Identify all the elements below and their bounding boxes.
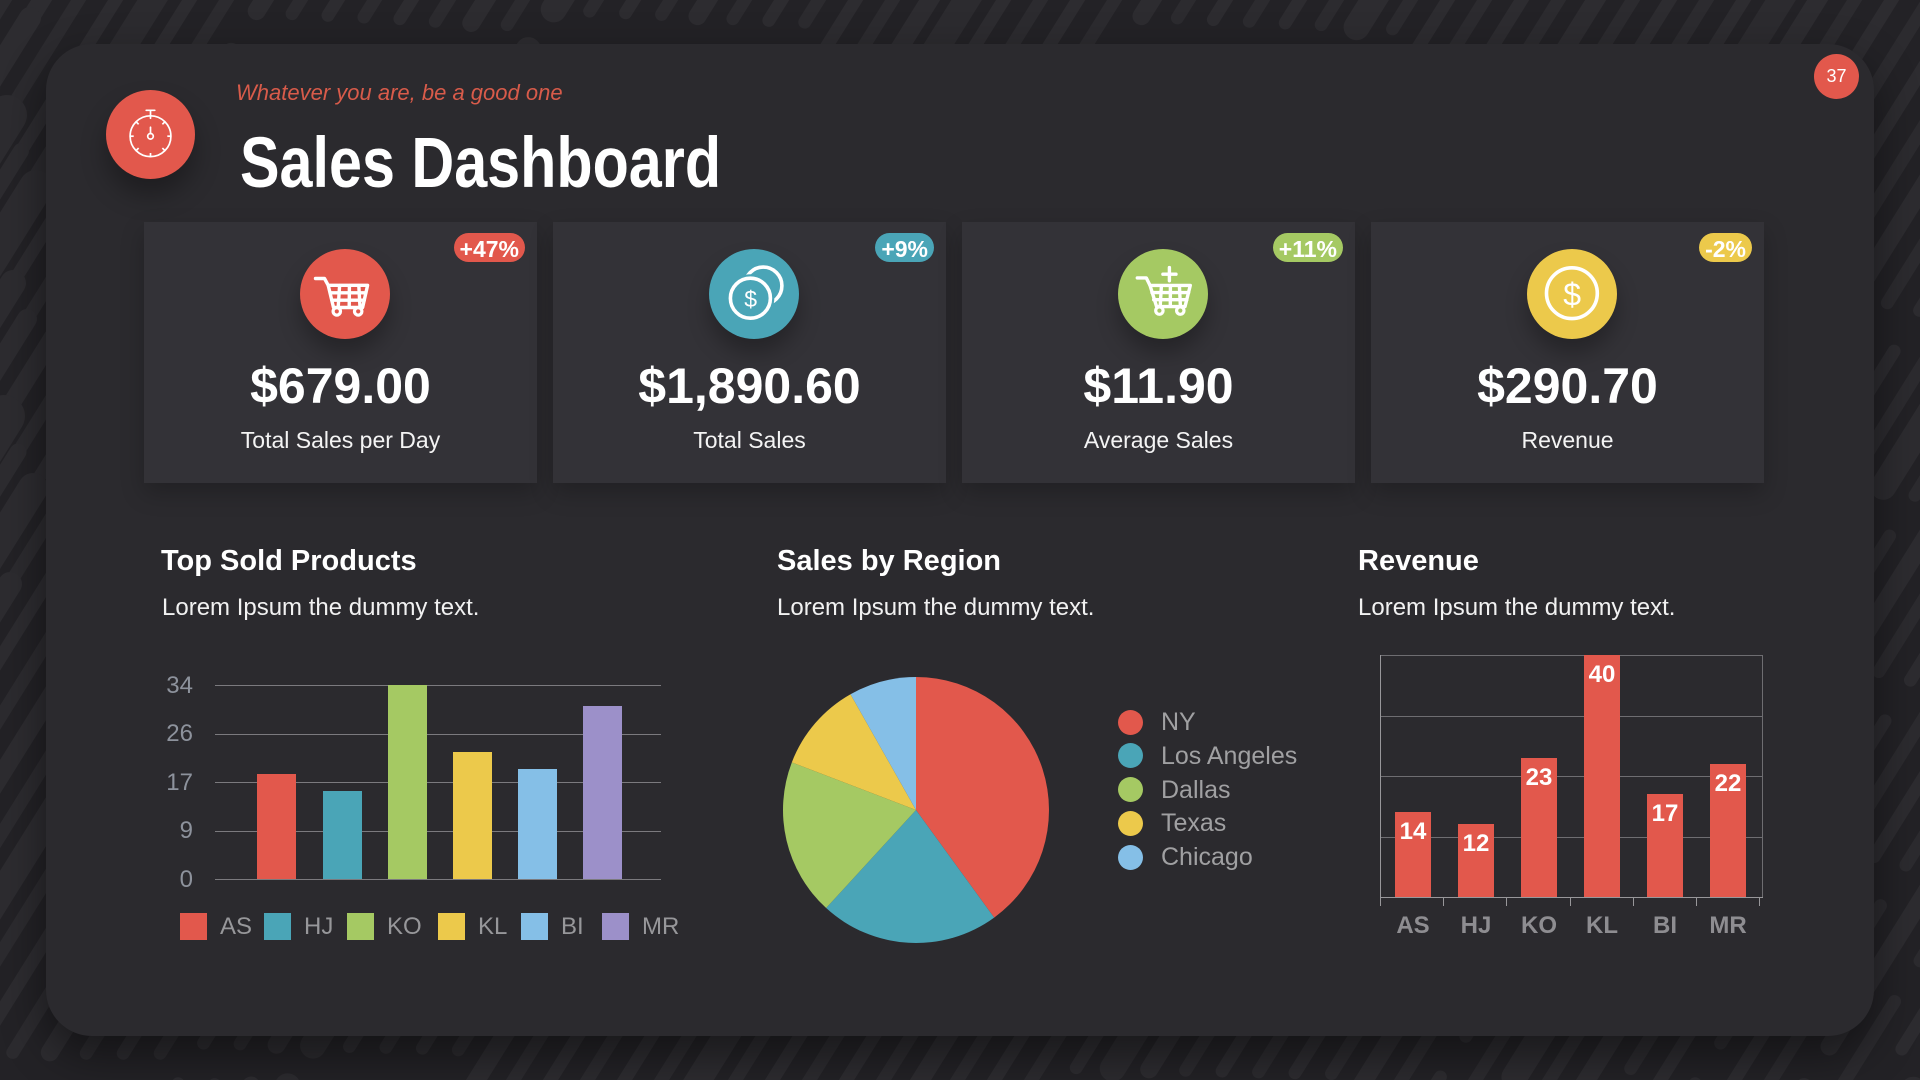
svg-text:$: $ (1563, 277, 1581, 313)
svg-text:$: $ (744, 286, 757, 312)
